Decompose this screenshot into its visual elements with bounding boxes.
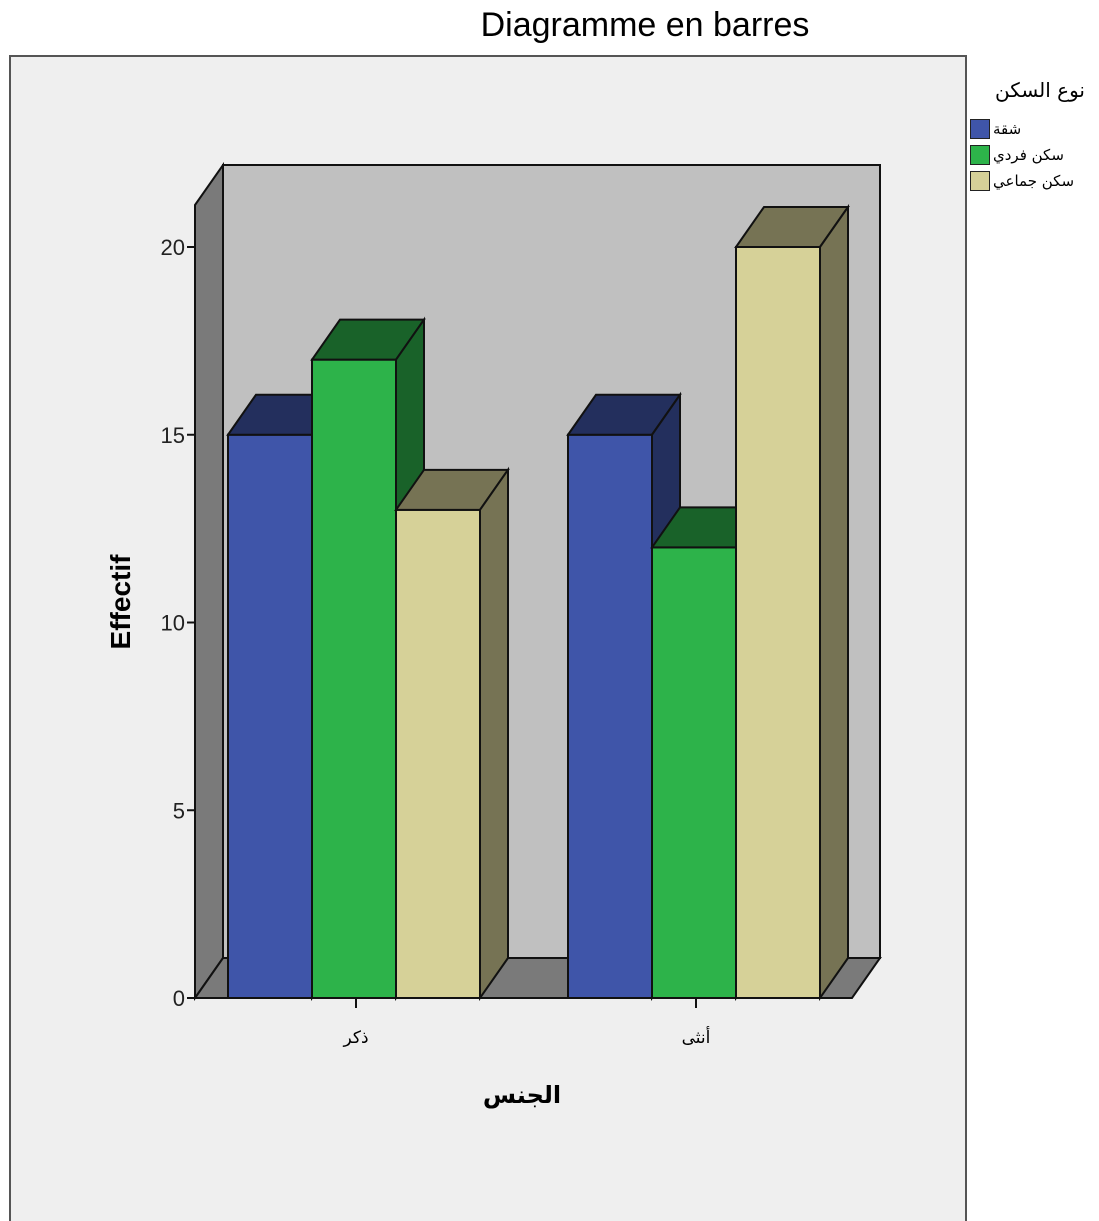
x-tick-label: ذكر xyxy=(342,1028,368,1048)
y-tick-label: 0 xyxy=(173,986,185,1011)
y-tick-label: 20 xyxy=(161,235,185,260)
bar xyxy=(736,207,848,998)
side-wall xyxy=(195,165,223,998)
legend-item: سكن جماعي xyxy=(970,168,1095,194)
y-tick-label: 5 xyxy=(173,798,185,823)
legend-swatch xyxy=(970,171,990,191)
legend-items: شقة سكن فردي سكن جماعي xyxy=(970,116,1095,194)
legend-swatch xyxy=(970,119,990,139)
x-axis-label: الجنس xyxy=(483,1081,561,1109)
bar-front xyxy=(736,247,820,998)
bar-front xyxy=(652,547,736,998)
bar-side xyxy=(480,470,508,998)
bar-side xyxy=(820,207,848,998)
y-tick-label: 10 xyxy=(161,611,185,636)
legend-label: شقة xyxy=(993,120,1021,138)
legend-swatch xyxy=(970,145,990,165)
legend-item: سكن فردي xyxy=(970,142,1095,168)
legend-title: نوع السكن xyxy=(970,78,1095,102)
bar-front xyxy=(568,435,652,998)
bar-front xyxy=(228,435,312,998)
bar-front xyxy=(312,360,396,998)
y-axis-label: Effectif xyxy=(105,554,136,650)
bar-front xyxy=(396,510,480,998)
legend-label: سكن فردي xyxy=(993,146,1064,164)
x-tick-label: أنثى xyxy=(682,1026,711,1048)
legend-label: سكن جماعي xyxy=(993,172,1074,190)
legend: نوع السكن شقة سكن فردي سكن جماعي xyxy=(970,78,1095,194)
legend-item: شقة xyxy=(970,116,1095,142)
y-tick-label: 15 xyxy=(161,423,185,448)
bar xyxy=(396,470,508,998)
